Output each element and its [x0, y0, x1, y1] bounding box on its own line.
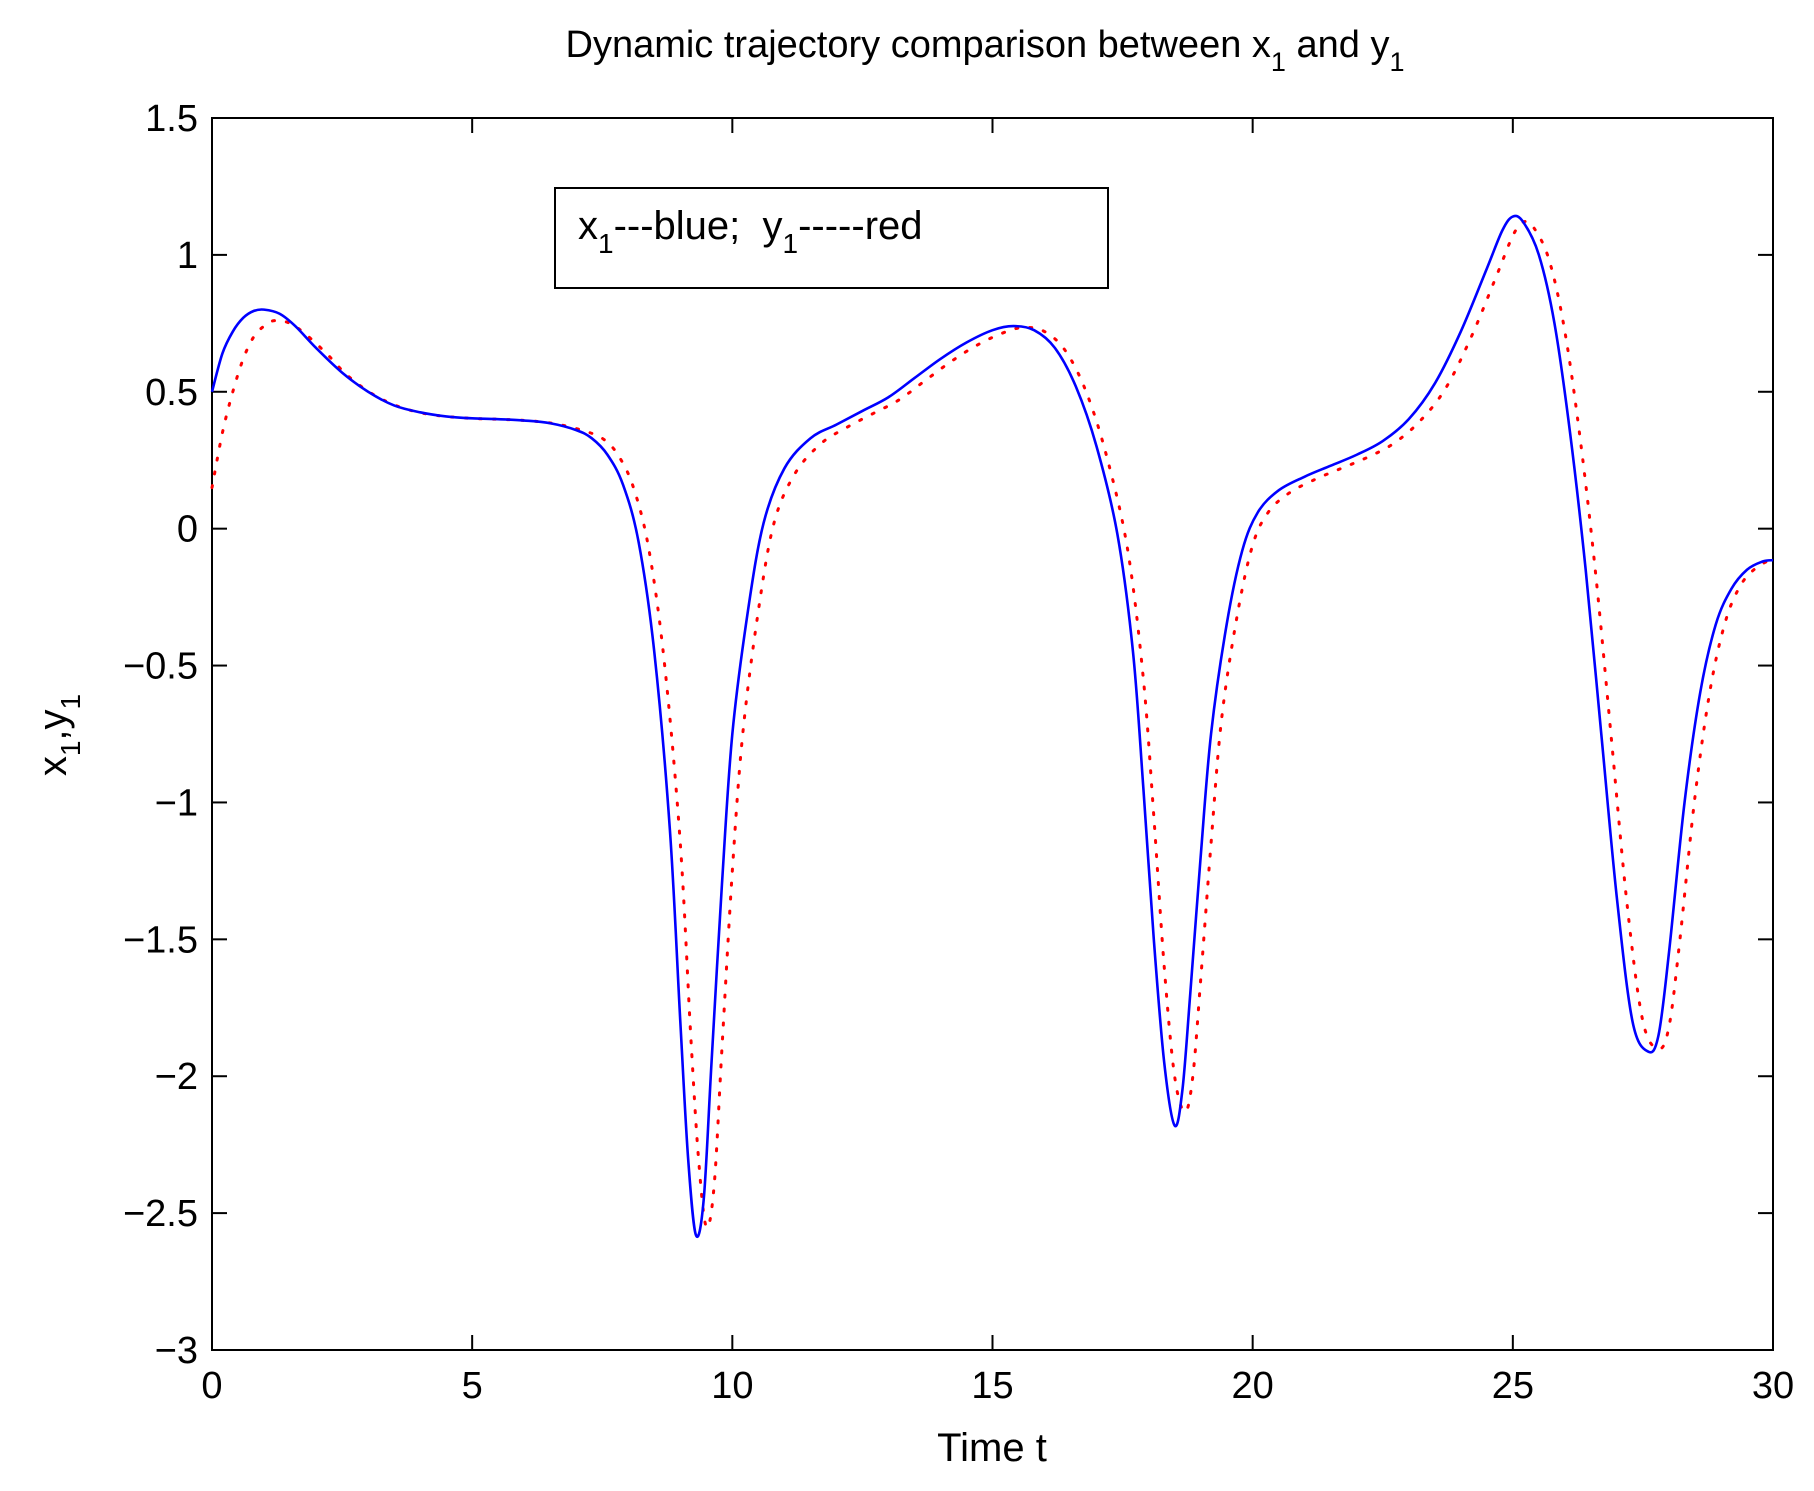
y-tick-label: 0.5	[145, 372, 198, 414]
series-line-blue-solid	[210, 214, 1774, 1238]
series-layer	[210, 214, 1775, 1238]
x-tick-label: 25	[1492, 1365, 1534, 1407]
x-tick-label: 20	[1232, 1365, 1274, 1407]
legend-box	[554, 187, 1109, 289]
y-tick-label: −1.5	[123, 919, 198, 961]
x-tick-label: 15	[971, 1365, 1013, 1407]
x-tick-labels: 0 5 10 15 20 25 30	[201, 1365, 1794, 1407]
y-tick-label: −1	[155, 782, 198, 824]
x-tick-label: 5	[462, 1365, 483, 1407]
legend-entry: x1---blue; y1-----red	[578, 204, 923, 259]
x-tick-label: 30	[1752, 1365, 1794, 1407]
y-axis-label: x1,y1	[31, 694, 86, 776]
y-tick-labels: −3 −2.5 −2 −1.5 −1 −0.5 0 0.5 1 1.5	[123, 98, 198, 1372]
y-tick-label: 1	[177, 235, 198, 277]
x-tick-label: 0	[201, 1365, 222, 1407]
y-tick-label: −2.5	[123, 1193, 198, 1235]
plot-frame	[211, 117, 1774, 1351]
y-tick-label: −0.5	[123, 646, 198, 688]
y-tick-label: 0	[177, 509, 198, 551]
x-tick-label: 10	[711, 1365, 753, 1407]
plot-area	[210, 117, 1775, 1351]
chart-title: Dynamic trajectory comparison between x1…	[566, 24, 1405, 77]
legend: x1---blue; y1-----red	[554, 187, 1109, 289]
axis-ticks	[211, 117, 1774, 1351]
y-tick-label: −3	[155, 1330, 198, 1372]
x-axis-label: Time t	[937, 1426, 1047, 1470]
y-tick-label: −2	[155, 1056, 198, 1098]
y-tick-label: 1.5	[145, 98, 198, 140]
